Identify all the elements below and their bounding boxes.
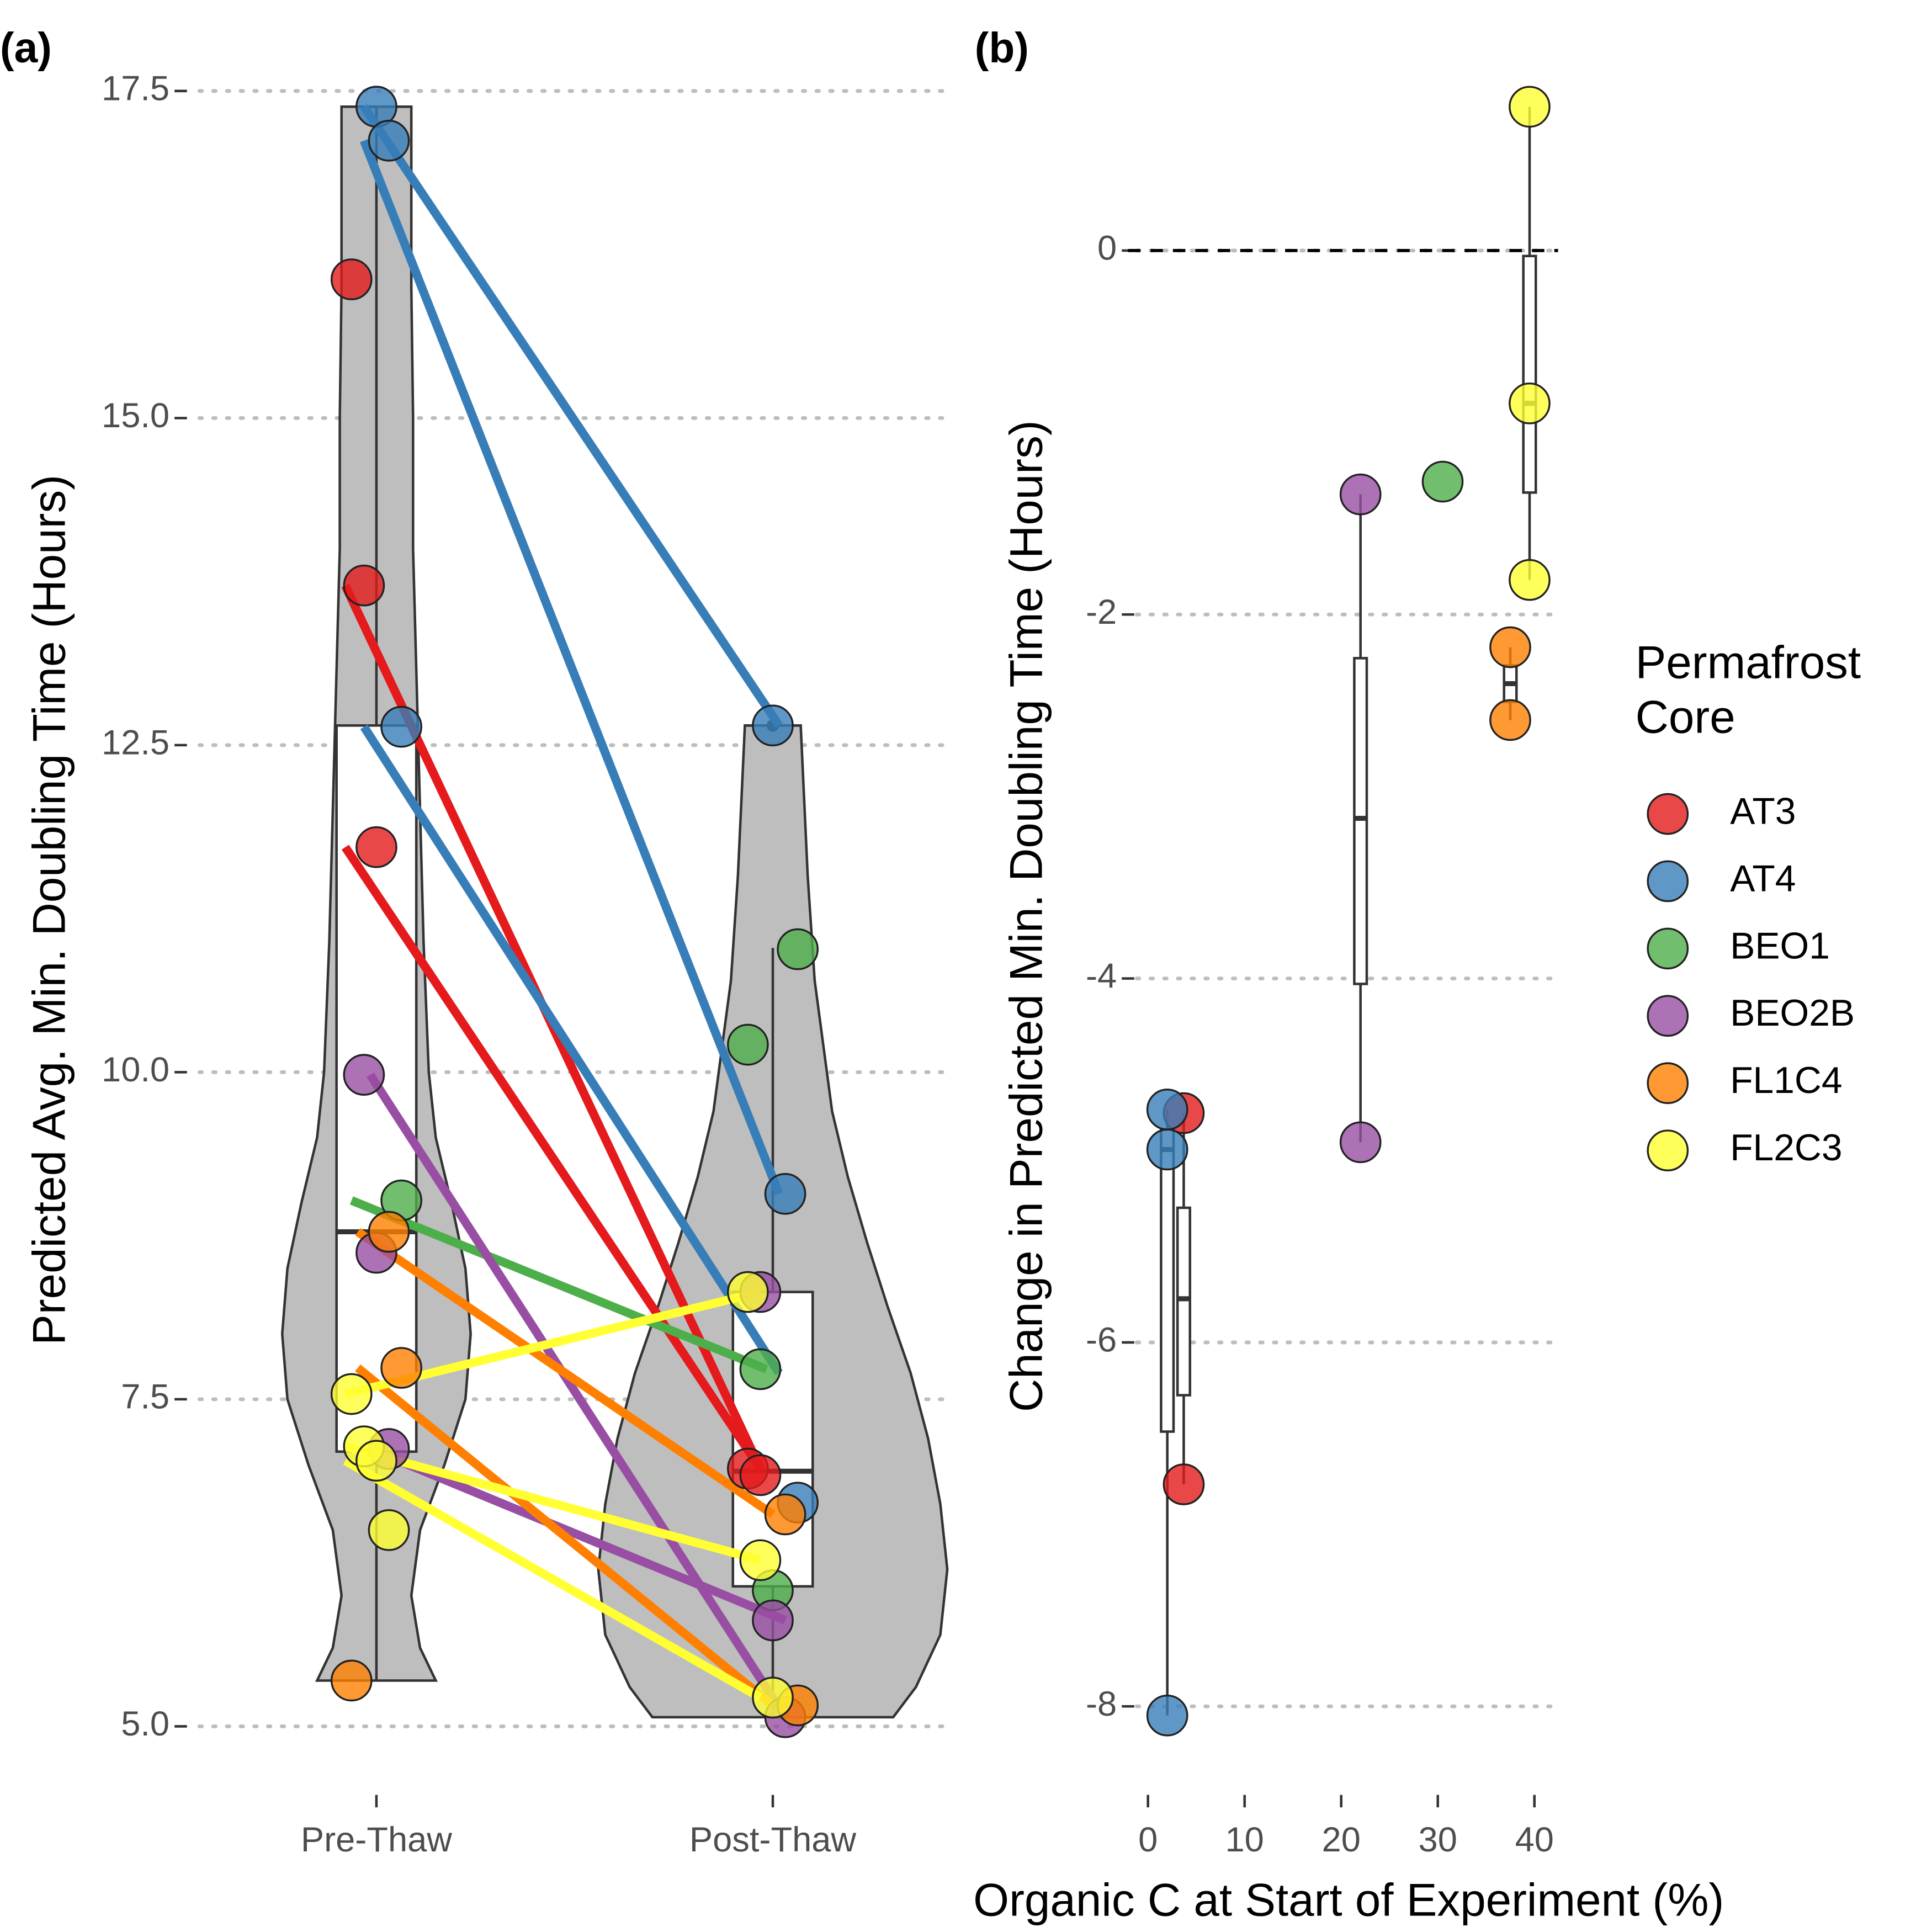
legend-title: Permafrost Core (1635, 636, 1861, 743)
point (343, 1054, 385, 1096)
point (1509, 559, 1551, 601)
point (752, 1676, 794, 1719)
pair-line (360, 139, 783, 1196)
x-tick-label: 20 (1322, 1820, 1361, 1859)
y-axis-title: Change in Predicted Min. Doubling Time (… (1000, 420, 1052, 1412)
pair-line (360, 104, 783, 728)
y-tick-label: -4 (1086, 957, 1117, 995)
point (368, 1211, 410, 1253)
legend-swatch (1647, 1129, 1689, 1172)
point (355, 1440, 397, 1482)
legend-swatch (1647, 927, 1689, 970)
point (355, 826, 397, 868)
point (368, 1509, 410, 1551)
pair-line (349, 1196, 768, 1373)
y-tick-label: 15.0 (102, 396, 169, 435)
x-tick-label: Pre-Thaw (301, 1820, 452, 1859)
legend-label: BEO1 (1730, 925, 1830, 967)
x-tick-label: Post-Thaw (689, 1820, 856, 1859)
point (739, 1348, 782, 1390)
point (1146, 1128, 1188, 1171)
point (330, 1659, 373, 1702)
legend-title-box: Permafrost Core (1635, 636, 1861, 743)
pair-line (344, 1442, 762, 1565)
x-tick-label: 10 (1225, 1820, 1264, 1859)
point (330, 258, 373, 300)
point (752, 704, 794, 747)
point (739, 1454, 782, 1496)
point (764, 1493, 806, 1536)
y-tick-label: -8 (1086, 1685, 1117, 1723)
pair-line (360, 724, 783, 1376)
panel-label: (b) (975, 25, 1029, 72)
y-axis-title: Predicted Avg. Min. Doubling Time (Hours… (23, 475, 75, 1345)
legend-label: AT3 (1730, 790, 1796, 832)
x-tick-label: 40 (1515, 1820, 1554, 1859)
point (380, 1347, 422, 1389)
point (739, 1539, 782, 1581)
legend-swatch (1647, 793, 1689, 835)
y-tick-label: 0 (1097, 229, 1117, 268)
point (727, 1023, 769, 1066)
point (727, 1271, 769, 1313)
point (764, 1172, 806, 1215)
box (1353, 657, 1368, 985)
point (1339, 1121, 1382, 1164)
point (1509, 86, 1551, 128)
x-axis-title: Organic C at Start of Experiment (%) (973, 1874, 1724, 1926)
legend-swatch (1647, 1062, 1689, 1105)
point (1489, 699, 1531, 741)
panel-label: (a) (0, 25, 52, 72)
pair-line (343, 1457, 763, 1702)
y-tick-label: 5.0 (121, 1705, 169, 1743)
x-tick-label: 0 (1138, 1820, 1158, 1859)
point (777, 928, 819, 970)
point (1509, 382, 1551, 424)
point (752, 1599, 794, 1642)
pair-line (355, 1228, 776, 1519)
box (1522, 254, 1537, 494)
point (1146, 1089, 1188, 1130)
point (1339, 473, 1382, 516)
pair-line (355, 1364, 776, 1709)
y-tick-label: 12.5 (102, 724, 169, 762)
box (1160, 1128, 1175, 1433)
y-tick-label: 17.5 (102, 70, 169, 108)
point (368, 120, 410, 162)
point (343, 564, 385, 607)
pair-line (367, 1072, 789, 1720)
legend-label: FL2C3 (1730, 1127, 1842, 1169)
legend-label: FL1C4 (1730, 1060, 1842, 1101)
x-tick-label: 30 (1419, 1820, 1457, 1859)
point (1421, 460, 1464, 503)
pair-line (368, 1445, 787, 1625)
y-tick-label: -2 (1086, 593, 1117, 631)
point (1146, 1694, 1188, 1737)
legend-swatch (1647, 860, 1689, 903)
y-tick-label: -6 (1086, 1321, 1117, 1360)
box (1176, 1206, 1191, 1397)
pair-line (341, 845, 764, 1471)
point (1163, 1463, 1205, 1505)
y-tick-label: 7.5 (121, 1378, 169, 1416)
legend-label: BEO2B (1730, 992, 1855, 1034)
y-tick-label: 10.0 (102, 1050, 169, 1089)
point (330, 1373, 373, 1415)
legend-label: AT4 (1730, 858, 1796, 899)
legend-swatch (1647, 995, 1689, 1037)
point (380, 705, 422, 748)
point (1489, 626, 1531, 668)
